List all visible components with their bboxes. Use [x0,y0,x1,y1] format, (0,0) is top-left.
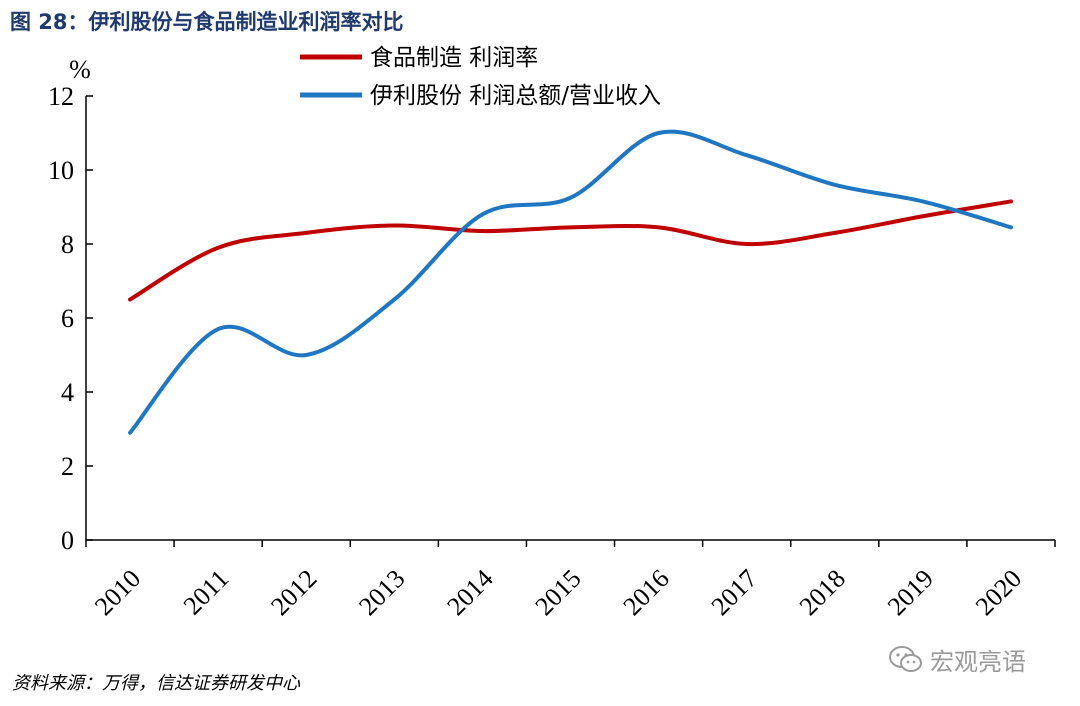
y-tick-label: 8 [61,230,74,259]
x-tick-label: 2011 [178,564,235,621]
x-tick-label: 2015 [529,564,586,621]
y-tick-label: 10 [48,156,74,185]
figure-title: 图 28：伊利股份与食品制造业利润率对比 [10,10,404,34]
x-tick-label: 2017 [706,564,763,621]
legend: 食品制造 利润率 伊利股份 利润总额/营业收入 [300,45,661,109]
x-tick-label: 2020 [970,564,1027,621]
legend-label-yili: 伊利股份 利润总额/营业收入 [370,83,661,109]
x-tick-label: 2019 [882,564,939,621]
x-tick-label: 2018 [794,564,851,621]
y-tick-label: 2 [61,452,74,481]
y-tick-label: 4 [61,378,74,407]
series-line-food [128,199,1013,302]
y-tick-label: 12 [48,82,74,111]
series-lines [128,129,1013,435]
x-tick-label: 2014 [441,564,498,621]
watermark: 宏观亮语 [888,642,1026,677]
x-tick-label: 2013 [353,564,410,621]
axes: 0 2 4 6 8 10 12 2010 2011 2012 2013 2014 2015 2016 201… [48,82,1056,621]
y-tick-label: 6 [61,304,74,333]
y-axis-unit-label: % [69,55,91,84]
wechat-icon [889,645,922,672]
watermark-text: 宏观亮语 [930,648,1026,676]
x-tick-label: 2010 [89,564,146,621]
series-line-yili [128,129,1013,435]
legend-label-food: 食品制造 利润率 [370,45,538,71]
x-tick-label: 2016 [618,564,675,621]
x-tick-label: 2012 [265,564,322,621]
y-tick-label: 0 [61,526,74,555]
source-note: 资料来源：万得，信达证券研发中心 [12,673,300,694]
